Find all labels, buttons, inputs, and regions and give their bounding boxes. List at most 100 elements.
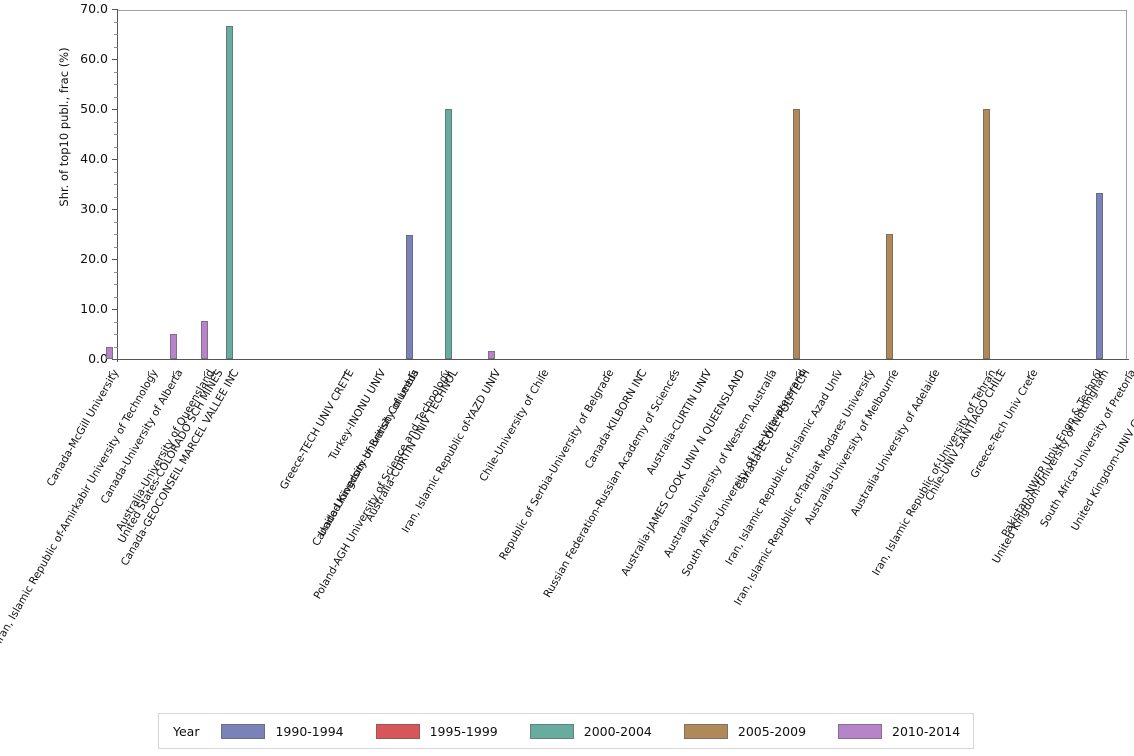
y-tick-label: 30.0 xyxy=(80,201,108,216)
x-tick-mark xyxy=(865,371,867,376)
y-minor-tick-mark xyxy=(114,221,118,223)
y-minor-tick-mark xyxy=(114,34,118,35)
y-tick-mark xyxy=(112,209,118,210)
y-minor-tick-mark xyxy=(114,246,118,248)
y-tick-mark xyxy=(112,359,118,360)
y-minor-tick-mark xyxy=(114,346,118,348)
y-minor-tick-mark xyxy=(114,296,118,298)
x-tick-mark xyxy=(1093,371,1095,376)
bar xyxy=(200,320,208,359)
legend-label: 2010-2014 xyxy=(892,723,961,739)
legend-swatch xyxy=(838,723,883,739)
bar xyxy=(105,346,113,359)
y-minor-tick-mark xyxy=(114,134,118,135)
x-tick-mark xyxy=(409,371,410,376)
x-tick-label: Canada-KILBORN INC xyxy=(582,367,650,472)
legend-entry[interactable]: 2005-2009 xyxy=(683,723,807,739)
bar xyxy=(885,234,893,359)
bar xyxy=(405,235,413,359)
x-tick-mark xyxy=(173,371,174,376)
chart-legend: Year 1990-1994 1995-1999 2000-2004 2005-200… xyxy=(158,713,974,749)
y-tick-label: 50.0 xyxy=(80,101,108,116)
y-minor-tick-mark xyxy=(114,84,118,85)
legend-entry[interactable]: 1990-1994 xyxy=(221,723,344,739)
legend-label: 1995-1999 xyxy=(429,723,498,739)
x-tick-mark xyxy=(213,371,215,376)
x-tick-label: United Kingdom-University of Nottingham xyxy=(990,367,1112,566)
y-tick-mark xyxy=(112,9,118,10)
legend-swatch xyxy=(683,723,728,739)
x-axis-spine xyxy=(117,359,1129,360)
x-tick-mark xyxy=(767,371,769,376)
y-tick-label: 10.0 xyxy=(80,301,108,316)
y-minor-tick-mark xyxy=(114,196,118,198)
legend-entry[interactable]: 1995-1999 xyxy=(375,723,498,739)
x-tick-mark xyxy=(1099,371,1100,376)
y-tick-label: 20.0 xyxy=(80,251,108,266)
y-tick-mark xyxy=(112,309,118,310)
legend-title: Year xyxy=(173,723,200,739)
y-tick-label: 0.0 xyxy=(88,351,108,366)
x-tick-mark xyxy=(1126,371,1127,376)
legend-entry[interactable]: 2010-2014 xyxy=(838,723,961,739)
x-tick-mark xyxy=(930,371,932,376)
legend-swatch xyxy=(375,723,420,739)
y-tick-label: 60.0 xyxy=(80,51,108,66)
bar xyxy=(982,109,990,359)
x-tick-label: Canada-McGill University xyxy=(44,367,122,489)
x-tick-mark xyxy=(376,371,378,376)
y-axis-title: Shr. of top10 publ., frac (%) xyxy=(57,47,71,207)
x-tick-mark xyxy=(229,371,230,376)
x-tick-label: Australia-JAMES COOK UNIV N QUEENSLAND xyxy=(618,367,748,578)
bar xyxy=(444,109,452,359)
x-tick-mark xyxy=(604,371,606,376)
x-tick-label: Russian Federation-Russian Academy of Sc… xyxy=(541,367,683,600)
x-tick-mark xyxy=(491,371,492,376)
x-tick-mark xyxy=(995,371,997,376)
y-minor-tick-mark xyxy=(114,171,118,173)
x-tick-mark xyxy=(204,371,205,376)
x-tick-mark xyxy=(343,371,345,376)
y-minor-tick-mark xyxy=(114,146,118,148)
y-tick-mark xyxy=(112,159,118,160)
x-tick-label: Republic of Serbia-University of Belgrad… xyxy=(497,367,617,563)
x-tick-label: Iran, Islamic Republic of-YAZD UNIV xyxy=(399,367,504,536)
y-minor-tick-mark xyxy=(114,121,118,123)
x-tick-mark xyxy=(832,371,834,376)
legend-label: 1990-1994 xyxy=(275,723,344,739)
y-tick-label: 40.0 xyxy=(80,151,108,166)
y-minor-tick-mark xyxy=(114,96,118,98)
y-axis-spine xyxy=(117,10,118,362)
bar xyxy=(169,334,177,359)
x-tick-mark xyxy=(796,371,797,376)
x-tick-mark xyxy=(441,371,443,376)
x-tick-mark xyxy=(539,371,541,376)
y-minor-tick-mark xyxy=(114,21,118,23)
y-minor-tick-mark xyxy=(114,321,118,323)
legend-swatch xyxy=(221,723,266,739)
x-tick-mark xyxy=(702,371,704,376)
legend-swatch xyxy=(529,723,574,739)
y-minor-tick-mark xyxy=(114,271,118,273)
x-tick-mark xyxy=(109,371,110,376)
x-tick-mark xyxy=(669,371,671,376)
bar xyxy=(487,350,495,359)
legend-label: 2005-2009 xyxy=(737,723,807,739)
y-minor-tick-mark xyxy=(114,334,118,335)
legend-entry[interactable]: 2000-2004 xyxy=(529,723,652,739)
x-tick-mark xyxy=(148,371,149,376)
legend-entries: 1990-1994 1995-1999 2000-2004 2005-2009 2010… xyxy=(221,723,992,739)
x-tick-mark xyxy=(889,371,890,376)
plot-area: 0.0 10.0 20.0 30.0 40.0 50.0 60.0 70.0 xyxy=(80,1,1129,376)
x-tick-mark xyxy=(800,371,801,376)
y-minor-tick-mark xyxy=(114,71,118,73)
x-tick-mark xyxy=(1028,371,1030,376)
y-minor-tick-mark xyxy=(114,184,118,185)
x-tick-mark xyxy=(734,371,736,376)
y-minor-tick-mark xyxy=(114,284,118,285)
x-tick-mark xyxy=(986,371,987,376)
y-tick-mark xyxy=(112,59,118,60)
legend-label: 2000-2004 xyxy=(583,723,652,739)
y-tick-mark xyxy=(112,109,118,110)
x-tick-mark xyxy=(448,371,449,376)
